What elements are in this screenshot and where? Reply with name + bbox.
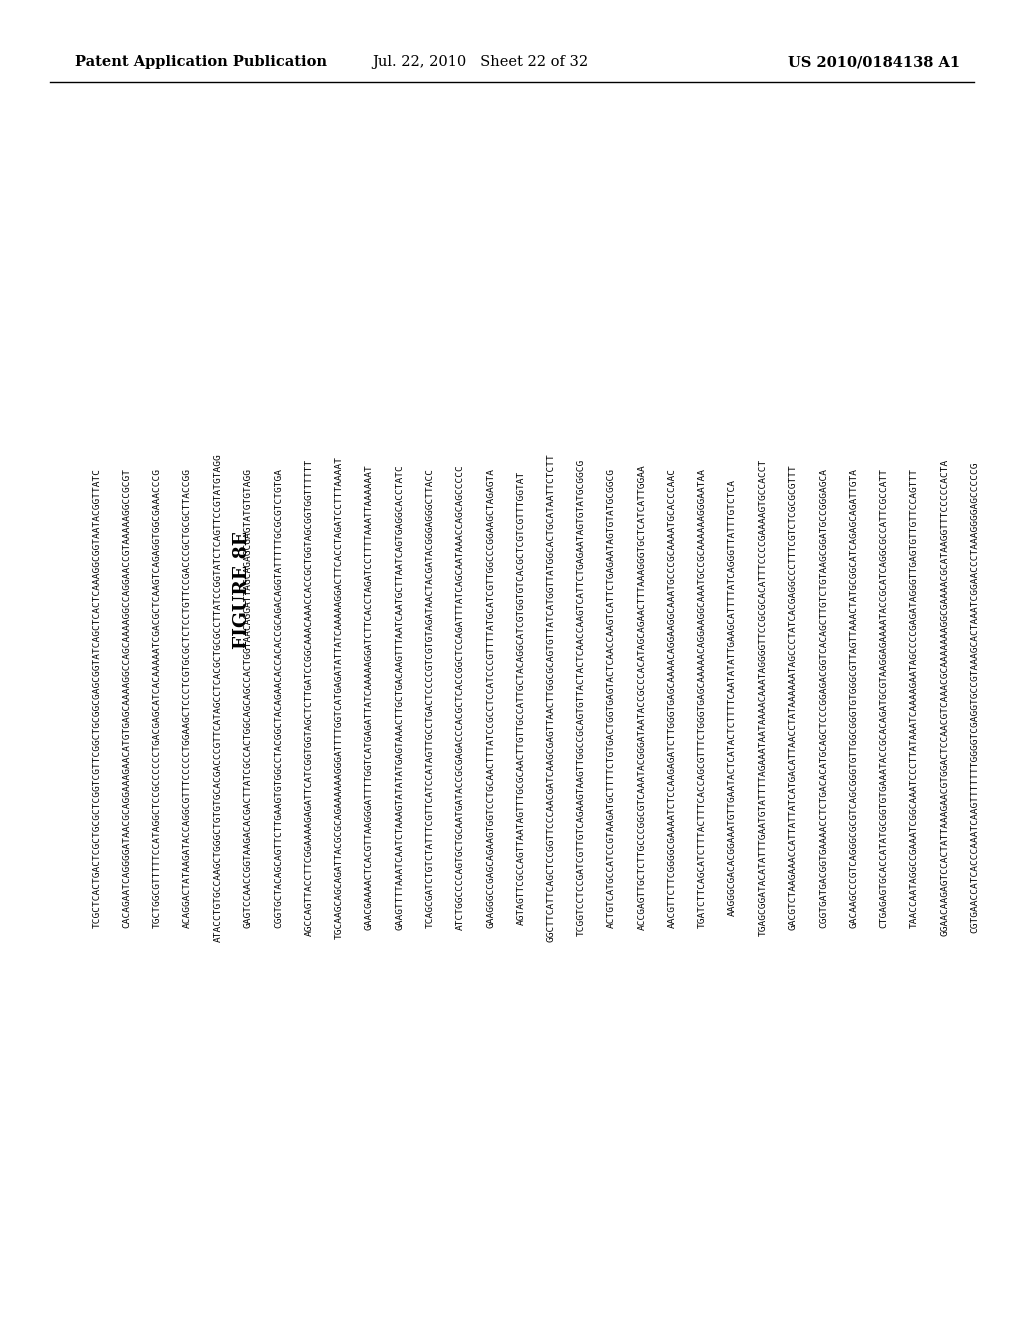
Text: AGTAGTTCGCCAGTTAATAGTTTGCGCAACTTGTTGCCATTGCTACAGGCATCGTGGTGTCACGCTCGTCGTTTGGTAT: AGTAGTTCGCCAGTTAATAGTTTGCGCAACTTGTTGCCAT… (516, 470, 525, 924)
Text: AAGGGCGACACGGAAATGTTGAATACTCATACTCTTTTCAATATATTGAAGCATTTTATCAGGGTTATTTGTCTCA: AAGGGCGACACGGAAATGTTGAATACTCATACTCTTTTCA… (728, 479, 737, 916)
Text: TCAGCGATCTGTCTATTTCGTTCATCCATAGTTGCCTGACTCCCCGTCGTGTAGATAACTACGATACGGGAGGGCTTACC: TCAGCGATCTGTCTATTTCGTTCATCCATAGTTGCCTGAC… (426, 467, 434, 928)
Text: GAAGTTTTAAATCAATCTAAAGTATATATGAGTAAACTTGCTGACAAGTTTAATCAATGCTTAATCAGTGAGGCACCTAT: GAAGTTTTAAATCAATCTAAAGTATATATGAGTAAACTTG… (395, 465, 404, 931)
Text: CGGTGCTACAGCAGTTCTTGAAGTGTGGCCTACGGCTACAGAACACCACACCGCAGACAGGTATTTTTGCGCGTCTGTGA: CGGTGCTACAGCAGTTCTTGAAGTGTGGCCTACGGCTACA… (274, 467, 284, 928)
Text: AGCCAGTTACCTTCGGAAAAGAGATTCATCGGTGGTAGCTCTTGATCCGGCAAACAAACCACCGCTGGTAGCGGTGGTTT: AGCCAGTTACCTTCGGAAAAGAGATTCATCGGTGGTAGCT… (304, 459, 313, 936)
Text: TAACCAATAGGCCGAAATCGGCAAATCCCTTATAAATCAAAAGAATAGCCCCGAGATAGGGTTGAGTGTTGTTCCAGTTT: TAACCAATAGGCCGAAATCGGCAAATCCCTTATAAATCAA… (910, 467, 919, 928)
Text: CACAGAATCAGGGGATAACGCAGGAAAGAACATGTGAGCAAAAGGCCAGCAAAAGGCCAGGAACCGTAAAAAGGCCGCGT: CACAGAATCAGGGGATAACGCAGGAAAGAACATGTGAGCA… (123, 467, 132, 928)
Text: TGAGCGGATACATATTTGAATGTATTTTAGAAATAATAAAACAAATAGGGGTTCCGCGCACATTTCCCCGAAAAGTGCCA: TGAGCGGATACATATTTGAATGTATTTTAGAAATAATAAA… (759, 459, 768, 936)
Text: TGCAAGCAGCAGATTACGCGCAGAAAAAAGGGATTTTGGTCATGAGATATTATCAAAAAGGACTTCACCTAGATCCTTTA: TGCAAGCAGCAGATTACGCGCAGAAAAAAGGGATTTTGGT… (335, 455, 344, 939)
Text: CGGTGATGACGGTGAAAACCTCTGACACATGCAGCTCCCGGAGACGGTCACAGCTTGTCTGTAAGCGGATGCCGGGAGCA: CGGTGATGACGGTGAAAACCTCTGACACATGCAGCTCCCG… (819, 467, 828, 928)
Text: TCGGTCCTCCGATCGTTGTCAGAAGTAAGTTGGCCGCAGTGTTACTACTCAACCAAGTCATTCTGAGAATAGTGTATGCG: TCGGTCCTCCGATCGTTGTCAGAAGTAAGTTGGCCGCAGT… (577, 459, 586, 936)
Text: ATACCTGTGCCAAGCTGGGCTGTGTGCACGACCCGTTCATAGCCTCACGCTGCGCCTTATCCGGTATCTCAGTTCCGTAT: ATACCTGTGCCAAGCTGGGCTGTGTGCACGACCCGTTCAT… (214, 453, 222, 942)
Text: Patent Application Publication: Patent Application Publication (75, 55, 327, 69)
Text: AACGTTCTTCGGGGCGAAAATCTCCAAGAGATCTTGGGTGAGCAAAACAGGAAGGCAAATGCCCGCAAAATGCACCCAAC: AACGTTCTTCGGGGCGAAAATCTCCAAGAGATCTTGGGTG… (668, 467, 677, 928)
Text: GACGTCTAAGAAACCATTATTATCATGACATTAACCTATAAAAAATAGCCCTATCACGAGGCCCTTTCGTCTCGCGCGTT: GACGTCTAAGAAACCATTATTATCATGACATTAACCTATA… (788, 465, 798, 931)
Text: GGAACAAGAGTCCACTATTAAAGAACGTGGACTCCAACGTCAAACGCAAAAAAAGGCGAAAACGCATAAGGTTTCCCCCA: GGAACAAGAGTCCACTATTAAAGAACGTGGACTCCAACGT… (940, 459, 949, 936)
Text: ACTGTCATGCCATCCGTAAGATGCTTTTCTGTGACTGGTGAGTACTCAACCAAGTCATTCTGAGAATAGTGTATGCGGCG: ACTGTCATGCCATCCGTAAGATGCTTTTCTGTGACTGGTG… (607, 467, 616, 928)
Text: CTGAGAGTGCACCATATGCGGTGTGAAATACCGCACAGATGCGTAAGGAGAAAATACCGCATCAGGCGCCATTCGCCATT: CTGAGAGTGCACCATATGCGGTGTGAAATACCGCACAGAT… (880, 467, 889, 928)
Text: GAAGGGCCGAGCAGAAGTGGTCCTGCAACTTTATCCGCCTCCATCCCGTTTTATGCATCGTTGGCCCGGAAGCTAGAGTA: GAAGGGCCGAGCAGAAGTGGTCCTGCAACTTTATCCGCCT… (486, 467, 495, 928)
Text: GGCTTCATTCAGCTCCGGTTCCCAACGATCAAGCGAGTTAACTTGGCGCAGTGTTATCATGGTTATGGCACTGCATAATT: GGCTTCATTCAGCTCCGGTTCCCAACGATCAAGCGAGTTA… (547, 453, 556, 942)
Text: GACAAGCCCGTCAGGGCGCGTCAGCGGGTGTTGGCGGGTGTGGGCGTTAGTTAAACTATGCGGCATCAGAGCAGATTGTA: GACAAGCCCGTCAGGGCGCGTCAGCGGGTGTTGGCGGGTG… (849, 467, 858, 928)
Text: TCGCTCACTGACTCGCTGCGCTCGGTCGTTCGGCTGCGGCGAGCGGTATCAGCTCACTCAAAGGCGGTAATACGGTTATC: TCGCTCACTGACTCGCTGCGCTCGGTCGTTCGGCTGCGGC… (92, 467, 101, 928)
Text: ACCGAGTTGCTCTTGCCCGGCGTCAAATACGGGATAATACCGCCCACATAGCAGAACTTTAAAGGGTGCTCATCATTGGA: ACCGAGTTGCTCTTGCCCGGCGTCAAATACGGGATAATAC… (638, 465, 646, 931)
Text: Jul. 22, 2010   Sheet 22 of 32: Jul. 22, 2010 Sheet 22 of 32 (372, 55, 588, 69)
Text: US 2010/0184138 A1: US 2010/0184138 A1 (787, 55, 961, 69)
Text: TGATCTTCAGCATCTTTACTTTCACCAGCGTTTCTGGGTGAGCAAAAACAGGAAGGCAAATGCCGCAAAAAAGGGAATAA: TGATCTTCAGCATCTTTACTTTCACCAGCGTTTCTGGGTG… (698, 467, 707, 928)
Text: FIGURE 8E: FIGURE 8E (233, 531, 251, 649)
Text: GAACGAAAACTCACGTTAAGGGATTTTGGTCATGAGATTATCAAAAAGGATCTTCACCTAGATCCTTTTAAATTAAAAAA: GAACGAAAACTCACGTTAAGGGATTTTGGTCATGAGATTA… (365, 465, 374, 931)
Text: ACAGGACTATAAGATACCAGGCGTTTCCCCCTGGAAGCTCCCTCGTGCGCTCTCCTGTTCCGACCCGCTGCGCTTACCGG: ACAGGACTATAAGATACCAGGCGTTTCCCCCTGGAAGCTC… (183, 467, 193, 928)
Text: GAGTCCAACCGGTAAGACACGACTTATCGCCACTGGCAGCAGCCACTGGTAACAGGATTAGCAGAGCGAGTATGTGTAGG: GAGTCCAACCGGTAAGACACGACTTATCGCCACTGGCAGC… (244, 467, 253, 928)
Text: CGTGAACCATCACCCAAATCAAGTTTTTTTGGGGTCGAGGTGCCGTAAAGCACTAAATCGGAACCCTAAAGGGGAGCCCC: CGTGAACCATCACCCAAATCAAGTTTTTTTGGGGTCGAGG… (971, 462, 980, 933)
Text: TGCTGGCGTTTTTCCATAGGCTCCGCCCCCCTGACGAGCATCACAAAAATCGACGCTCAAGTCAGAGGTGGCGAAACCCG: TGCTGGCGTTTTTCCATAGGCTCCGCCCCCCTGACGAGCA… (153, 467, 162, 928)
Text: ATCTGGCCCCAGTGCTGCAATGATACCGCGAGACCCACGCTCACCGGCTCCAGATTTATCAGCAATAAACCAGCAGCCCC: ATCTGGCCCCAGTGCTGCAATGATACCGCGAGACCCACGC… (456, 465, 465, 931)
